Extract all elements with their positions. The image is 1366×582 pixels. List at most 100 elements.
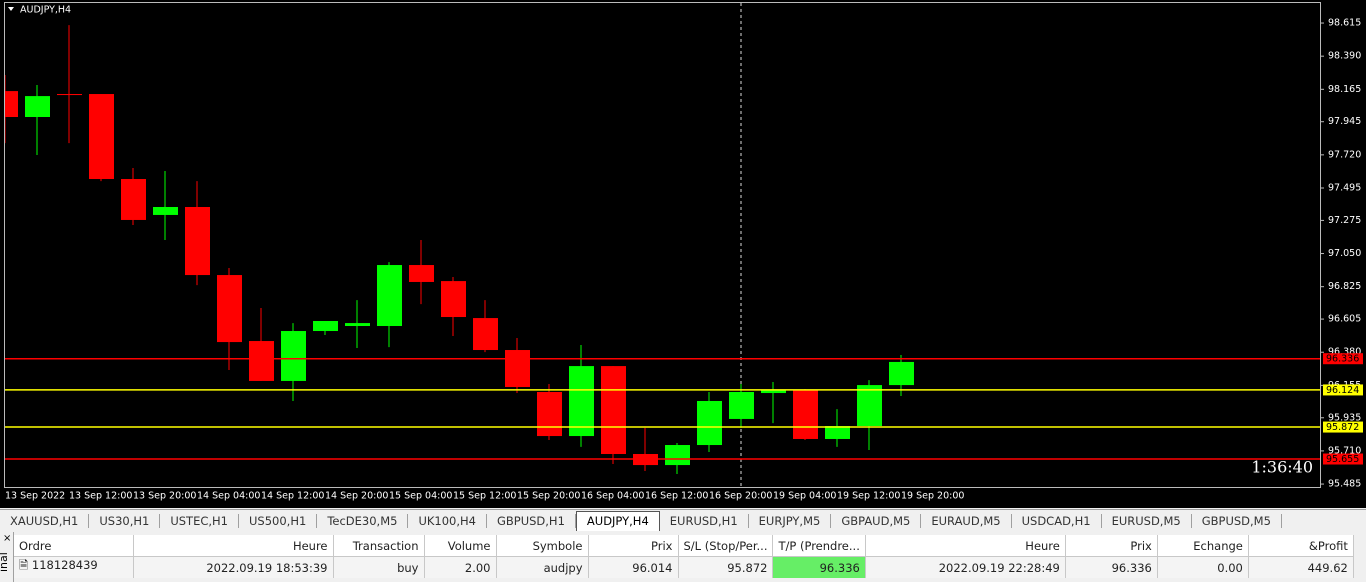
x-tick-label: 15 Sep 20:00 [517,491,580,502]
cell: 96.014 [588,556,679,578]
column-header: Echange [1157,535,1249,557]
y-tick-label: 95.710 [1328,445,1361,456]
tab[interactable]: EURUSD,M5 [1102,514,1192,528]
x-tick-label: 14 Sep 12:00 [261,491,324,502]
column-header: Heure [133,535,334,557]
column-header: Transaction [333,535,425,557]
column-header: T/P (Prendre... [772,535,866,557]
candle-body [185,206,210,276]
tab[interactable]: EURJPY,M5 [749,514,832,528]
trade-row: 🗎 118128439 2022.09.19 18:53:39 buy 2.00 aud… [14,556,1354,578]
candle-body [313,321,338,332]
tab[interactable]: USTEC,H1 [160,514,240,528]
tab[interactable]: USDCAD,H1 [1012,514,1102,528]
x-tick-label: 19 Sep 20:00 [901,491,964,502]
chart-title: AUDJPY,H4 [20,5,71,16]
tab[interactable]: US30,H1 [89,514,161,528]
cell: 96.336 [1065,556,1158,578]
column-header: Symbole [496,535,589,557]
column-header: Prix [1065,535,1158,557]
y-tick-label: 96.380 [1328,347,1361,358]
tab[interactable]: AUDJPY,H4 [575,511,660,531]
header-row: Ordre Heure Transaction Volume Symbole Prix S/… [14,535,1354,557]
terminal-side: × inal [0,532,14,582]
tab[interactable]: EURAUD,M5 [921,514,1012,528]
x-tick-label: 19 Sep 12:00 [837,491,900,502]
x-tick-label: 16 Sep 20:00 [709,491,772,502]
plot-frame [4,2,1321,488]
plot [5,25,914,475]
candle-body [697,400,722,446]
cell: 2022.09.19 18:53:39 [133,556,334,578]
candle-body [857,385,882,427]
cell: audjpy [496,556,589,578]
y-tick-label: 97.050 [1328,248,1361,259]
tab[interactable]: TecDE30,M5 [317,514,409,528]
tab[interactable]: UK100,H4 [408,514,487,528]
tab[interactable]: GBPUSD,H1 [487,514,576,528]
y-tick-label: 96.605 [1328,314,1361,325]
column-header: Ordre [14,535,134,557]
countdown: 1:36:40 [1251,458,1313,477]
x-tick-label: 14 Sep 04:00 [197,491,260,502]
cell: 95.872 [678,556,774,578]
candle-body [441,281,466,318]
close-icon[interactable]: × [3,533,12,544]
level-label: 96.124 [1326,385,1359,396]
y-tick-label: 96.825 [1328,281,1361,292]
candle-body [569,366,594,437]
level-tag [1323,453,1363,465]
candle-body [217,275,242,343]
candle-body [409,265,434,282]
candle-body [825,426,850,439]
x-tick-label: 19 Sep 04:00 [773,491,836,502]
candle-body [345,323,370,327]
column-header: Volume [424,535,497,557]
menu-arrow [8,7,14,11]
candle-body [281,331,306,381]
tab[interactable]: US500,H1 [239,514,318,528]
terminal: × inal Ordre Heure Transaction Volume Symbol… [0,532,1366,582]
y-tick-label: 97.495 [1328,182,1361,193]
cell: 2022.09.19 22:28:49 [865,556,1066,578]
candle-body [889,361,914,386]
y-tick-label: 97.945 [1328,116,1361,127]
candle-body [601,366,626,455]
level-label: 95.872 [1326,422,1359,433]
candle-body [5,91,18,118]
terminal-label: inal [0,552,10,572]
x-tick-label: 13 Sep 20:00 [133,491,196,502]
candle-body [473,318,498,351]
tab[interactable]: XAUUSD,H1 [0,514,90,528]
tab[interactable]: EURUSD,H1 [660,514,749,528]
chart: AUDJPY,H4 1:36:40 98.615 98.390 98.165 97.9… [0,0,1366,508]
cell: 0.00 [1157,556,1249,578]
level-label: 96.336 [1326,354,1359,365]
candle-body [25,96,50,118]
cell: 🗎 118128439 [14,556,134,578]
candle-body [153,206,178,215]
cell: buy [333,556,425,578]
candle-body [793,390,818,439]
candle-body [729,391,754,419]
y-tick-label: 98.615 [1328,18,1361,29]
level-label: 95.655 [1326,454,1359,465]
tab[interactable]: GBPAUD,M5 [831,514,922,528]
tab[interactable]: GBPUSD,M5 [1192,514,1282,528]
y-tick-label: 95.485 [1328,479,1361,490]
x-tick-label: 16 Sep 04:00 [581,491,644,502]
candle-body [761,390,786,394]
candle-body [505,350,530,387]
candle-body [665,445,690,466]
column-header: Heure [865,535,1066,557]
x-tick-label: 16 Sep 12:00 [645,491,708,502]
y-tick-label: 98.390 [1328,51,1361,62]
x-tick-label: 14 Sep 20:00 [325,491,388,502]
column-header: Prix [588,535,679,557]
column-header: S/L (Stop/Per... [678,535,774,557]
y-tick-label: 95.935 [1328,412,1361,423]
tab-bar: XAUUSD,H1 US30,H1 USTEC,H1 US500,H1 TecDE30,… [0,509,1366,533]
candle-body [537,391,562,437]
cell: 2.00 [424,556,497,578]
